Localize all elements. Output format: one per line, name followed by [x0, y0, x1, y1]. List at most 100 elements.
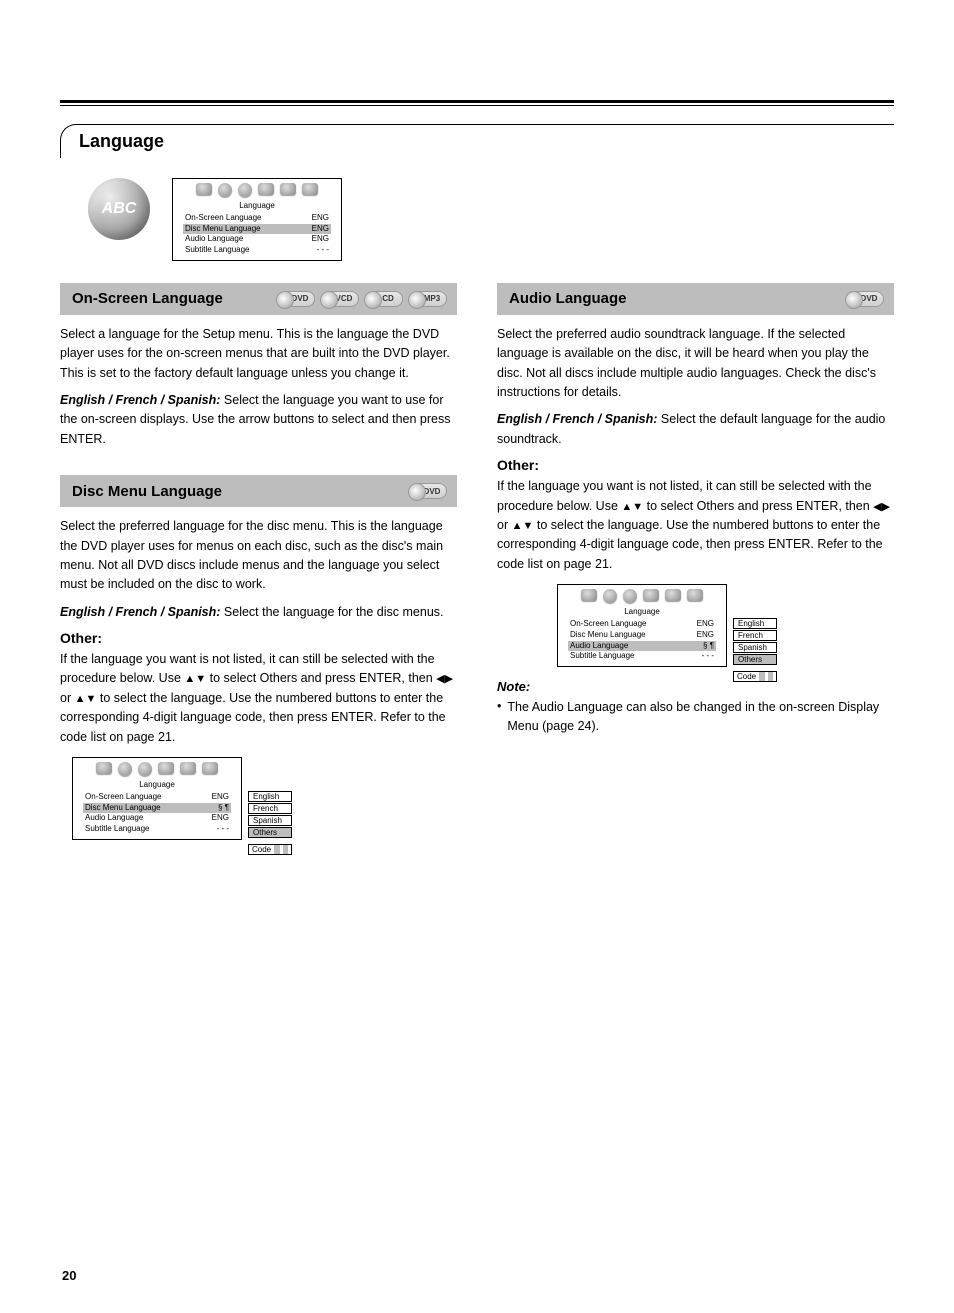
disc-tag-vcd: VCD [329, 291, 359, 307]
other-text-b: to select Others and press ENTER, then [647, 499, 870, 513]
other-text-d: to select the language. Use the numbered… [497, 518, 883, 571]
rule-thick [60, 100, 894, 103]
osd-row: Disc Menu LanguageENG [183, 224, 331, 235]
osd-tab-icon [258, 183, 274, 195]
osd-row-label: Subtitle Language [85, 824, 150, 835]
osd-tab-icon [118, 762, 132, 776]
subhead-disc-menu-language: Disc Menu Language DVD [60, 475, 457, 507]
rule-thin [60, 105, 894, 106]
section-title: Language [60, 124, 894, 158]
disc-tag-mp3: MP3 [417, 291, 447, 307]
arrow-up-icon [512, 518, 523, 532]
osd-tab-icon [96, 762, 112, 774]
osd-row: Subtitle Language- - - [183, 245, 331, 256]
disc-format-tags: DVD [417, 483, 447, 499]
osd-tab-icon [302, 183, 318, 195]
note-bullet: The Audio Language can also be changed i… [497, 698, 894, 737]
arrow-up-icon [75, 691, 86, 705]
osd-tab-icon [218, 183, 232, 197]
osd-row: Disc Menu LanguageENG [568, 630, 716, 641]
other-heading: Other: [60, 630, 457, 646]
arrow-down-icon [632, 499, 643, 513]
osd-row: Subtitle Language - - - [83, 824, 231, 835]
page-number: 20 [62, 1268, 76, 1283]
osd-tab-icon [180, 762, 196, 774]
section-title-text: Language [79, 131, 164, 151]
osd-row: On-Screen Language ENG [83, 792, 231, 803]
osd-row-value: ENG [697, 619, 714, 630]
right-column: Audio Language DVD Select the preferred … [497, 283, 894, 840]
osd-option: French [733, 630, 777, 641]
osd-tab-icon [196, 183, 212, 195]
arrow-left-icon [873, 499, 881, 513]
osd-row-value: ENG [312, 224, 329, 235]
osd-title: Language [83, 780, 231, 791]
subhead-label: Audio Language [509, 290, 627, 307]
osd-row-label: Subtitle Language [570, 651, 635, 662]
osd-panel-discmenu: LanguageOn-Screen Language ENGDisc Menu L… [72, 757, 242, 840]
osd-row-value: ENG [312, 213, 329, 224]
osd-option: Others [733, 654, 777, 665]
osd-row-value: - - - [317, 245, 329, 256]
osd-option: English [248, 791, 292, 802]
other-text-b: to select Others and press ENTER, then [210, 671, 433, 685]
step-options-body: Select the language for the disc menus. [220, 605, 443, 619]
code-digit [759, 672, 764, 681]
subhead-label: On-Screen Language [72, 290, 223, 307]
discmenu-lang-description: Select the preferred language for the di… [60, 517, 457, 595]
osd-row: On-Screen Language ENG [568, 619, 716, 630]
audio-other-procedure-text: If the language you want is not listed, … [497, 477, 894, 574]
osd-code-label: Code [737, 672, 756, 681]
osd-option: English [733, 618, 777, 629]
note-heading: Note: [497, 679, 894, 694]
osd-tab-icon [665, 589, 681, 601]
disc-format-tags: DVD [854, 291, 884, 307]
osd-row-label: On-Screen Language [570, 619, 647, 630]
osd-code-entry: Code [733, 671, 777, 682]
language-sphere-icon: ABC [88, 178, 150, 240]
osd-row: Disc Menu Language§ ¶ [83, 803, 231, 814]
osd-audio-wrap: LanguageOn-Screen LanguageENGDisc Menu L… [557, 584, 894, 667]
osd-option: Spanish [248, 815, 292, 826]
other-procedure-text: If the language you want is not listed, … [60, 650, 457, 747]
osd-tab-icons [562, 589, 722, 603]
disc-format-tags: DVD VCD CD MP3 [285, 291, 447, 307]
hero-icon-text: ABC [102, 200, 137, 218]
other-text-c: or [497, 518, 508, 532]
osd-tab-icon [138, 762, 152, 776]
other-text-d: to select the language. Use the numbered… [60, 691, 446, 744]
osd-row-label: Audio Language [85, 813, 143, 824]
subhead-onscreen-language: On-Screen Language DVD VCD CD MP3 [60, 283, 457, 315]
osd-row-label: Disc Menu Language [570, 630, 646, 641]
disc-tag-dvd: DVD [417, 483, 447, 499]
osd-tab-icon [687, 589, 703, 601]
step-options-label: English / French / Spanish: [60, 605, 220, 619]
osd-tab-icon [581, 589, 597, 601]
audio-lang-step: English / French / Spanish: Select the d… [497, 410, 894, 449]
osd-row-value: - - - [217, 824, 229, 835]
osd-tab-icon [623, 589, 637, 603]
osd-tab-icon [158, 762, 174, 774]
audio-lang-description: Select the preferred audio soundtrack la… [497, 325, 894, 403]
note-body: The Audio Language can also be changed i… [507, 698, 894, 737]
osd-option: Spanish [733, 642, 777, 653]
step-options-label: English / French / Spanish: [60, 393, 220, 407]
osd-row-label: Audio Language [570, 641, 628, 652]
osd-row-value: ENG [212, 792, 229, 803]
osd-title: Language [568, 607, 716, 618]
disc-tag-dvd: DVD [854, 291, 884, 307]
subhead-label: Disc Menu Language [72, 483, 222, 500]
onscreen-lang-description: Select a language for the Setup menu. Th… [60, 325, 457, 383]
osd-tab-icon [603, 589, 617, 603]
onscreen-lang-step: English / French / Spanish: Select the l… [60, 391, 457, 449]
osd-tab-icon [643, 589, 659, 601]
osd-option: French [248, 803, 292, 814]
osd-tab-icons [177, 183, 337, 197]
osd-row-value: § ¶ [703, 641, 714, 652]
osd-panel-audio: LanguageOn-Screen LanguageENGDisc Menu L… [557, 584, 727, 667]
osd-row-label: On-Screen Language [85, 792, 162, 803]
osd-row: On-Screen LanguageENG [183, 213, 331, 224]
arrow-down-icon [195, 671, 206, 685]
code-digit [283, 845, 288, 854]
osd-discmenu-wrap: LanguageOn-Screen Language ENGDisc Menu L… [72, 757, 457, 840]
